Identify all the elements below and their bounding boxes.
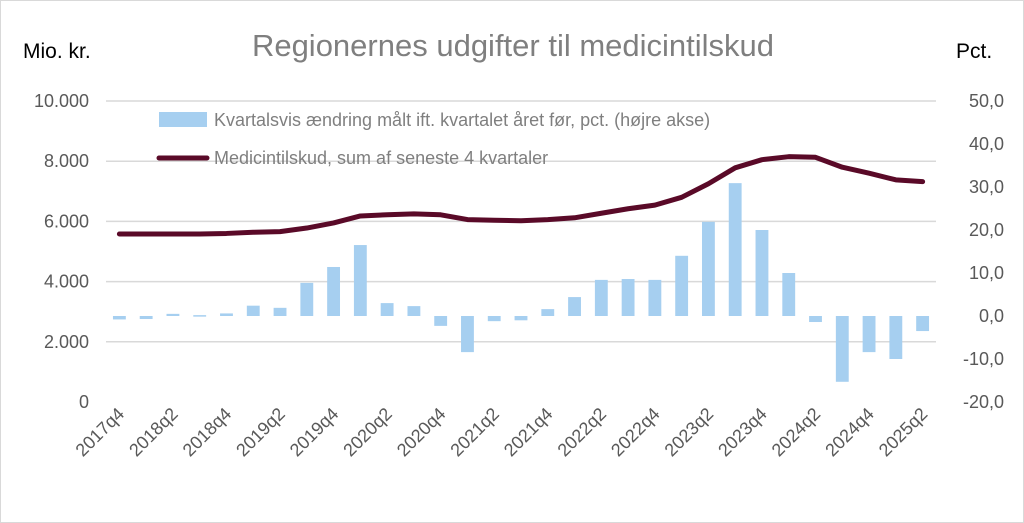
bar-2020q1 — [353, 245, 367, 316]
left-tick-label: 4.000 — [44, 272, 89, 292]
right-axis-unit: Pct. — [956, 40, 992, 63]
bar-2025q2 — [916, 316, 930, 332]
x-tick-label: 2023q2 — [661, 404, 718, 461]
bar-2024q3 — [835, 316, 849, 382]
legend-bar-swatch — [159, 112, 207, 127]
legend-line-label: Medicintilskud, sum af seneste 4 kvartal… — [214, 148, 548, 168]
bar-2019q4 — [327, 266, 341, 316]
left-tick-label: 10.000 — [34, 91, 89, 111]
right-tick-label: 30,0 — [969, 177, 1004, 197]
bar-2021q4 — [541, 309, 555, 316]
x-tick-label: 2018q4 — [179, 404, 236, 461]
x-tick-label: 2024q4 — [821, 404, 878, 461]
left-tick-label: 2.000 — [44, 332, 89, 352]
right-tick-label: 0,0 — [979, 306, 1004, 326]
bar-2023q3 — [728, 183, 742, 316]
bar-2018q3 — [193, 315, 207, 317]
series-line-medicintilskud — [116, 154, 926, 237]
bar-2022q4 — [648, 279, 662, 316]
bar-2023q2 — [701, 221, 715, 316]
x-tick-label: 2023q4 — [714, 404, 771, 461]
legend-bar-label: Kvartalsvis ændring målt ift. kvartalet … — [214, 110, 710, 130]
bar-2020q3 — [407, 306, 421, 316]
x-tick-label: 2020q4 — [393, 404, 450, 461]
bar-2020q2 — [380, 303, 394, 316]
right-tick-label: -20,0 — [963, 392, 1004, 412]
left-tick-label: 0 — [79, 392, 89, 412]
bar-2025q1 — [889, 316, 903, 359]
x-tick-label: 2018q2 — [125, 404, 182, 461]
x-tick-label: 2025q2 — [875, 404, 932, 461]
chart-title: Regionernes udgifter til medicintilskud — [252, 28, 774, 63]
bar-2022q2 — [594, 279, 608, 316]
bar-2023q1 — [675, 255, 689, 316]
x-tick-label: 2022q4 — [607, 404, 664, 461]
x-tick-label: 2021q4 — [500, 404, 557, 461]
bar-2022q3 — [621, 279, 635, 316]
right-tick-label: -10,0 — [963, 349, 1004, 369]
bar-2019q1 — [246, 305, 260, 316]
x-tick-label: 2020q2 — [339, 404, 396, 461]
x-tick-label: 2019q2 — [232, 404, 289, 461]
left-axis-unit: Mio. kr. — [23, 40, 91, 63]
bar-2021q3 — [514, 316, 528, 321]
x-tick-label: 2017q4 — [72, 404, 129, 461]
bar-2024q4 — [862, 316, 876, 353]
x-tick-label: 2019q4 — [286, 404, 343, 461]
bar-2018q1 — [139, 316, 153, 320]
right-tick-label: 10,0 — [969, 263, 1004, 283]
bar-2021q2 — [487, 316, 501, 322]
bar-2022q1 — [568, 297, 581, 316]
left-tick-label: 8.000 — [44, 151, 89, 171]
x-tick-label: 2021q2 — [446, 404, 503, 461]
bar-2024q1 — [782, 273, 796, 316]
bar-2017q4 — [112, 316, 126, 320]
x-tick-label: 2022q2 — [554, 404, 611, 461]
bar-2023q4 — [755, 230, 769, 316]
bar-2020q4 — [434, 316, 448, 326]
left-tick-label: 6.000 — [44, 211, 89, 231]
x-tick-label: 2024q2 — [768, 404, 825, 461]
bar-2021q1 — [461, 316, 474, 353]
bar-2019q2 — [273, 307, 287, 316]
bar-2024q2 — [809, 316, 822, 323]
bar-2019q3 — [300, 282, 314, 316]
right-tick-label: 50,0 — [969, 91, 1004, 111]
right-tick-label: 40,0 — [969, 134, 1004, 154]
right-tick-label: 20,0 — [969, 220, 1004, 240]
bar-2018q4 — [220, 313, 233, 316]
bar-2018q2 — [166, 313, 180, 316]
